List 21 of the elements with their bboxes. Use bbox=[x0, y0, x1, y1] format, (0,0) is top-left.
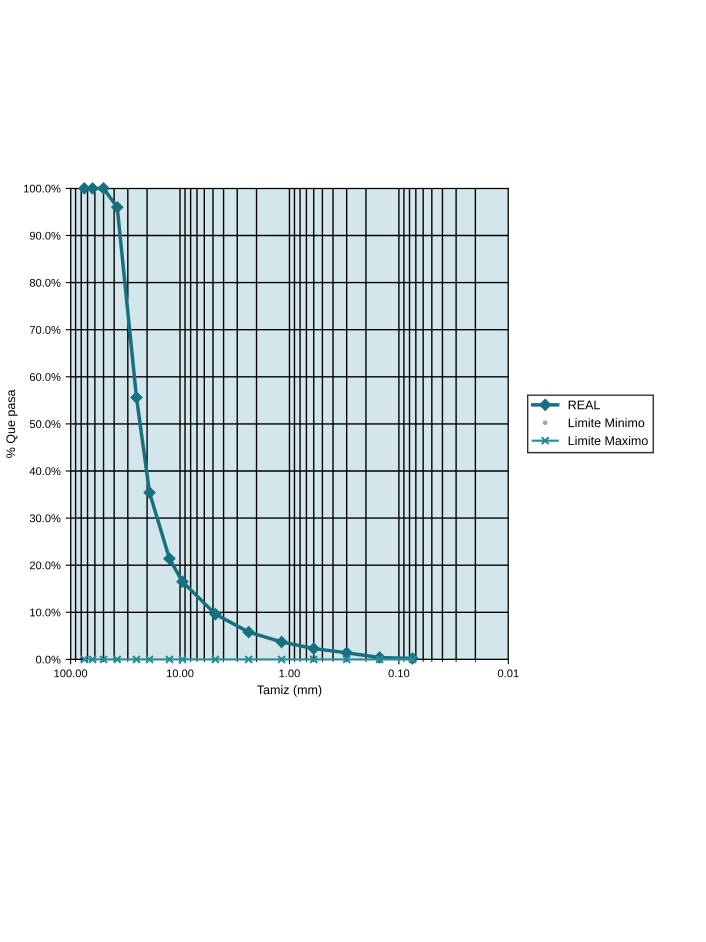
y-tick-label: 80.0% bbox=[30, 278, 60, 287]
y-tick-label: 40.0% bbox=[30, 467, 60, 476]
y-tick-label: 90.0% bbox=[30, 232, 60, 240]
legend-label: REAL bbox=[568, 400, 600, 410]
y-axis-title: % Que pasa bbox=[6, 390, 18, 458]
y-tick-label: 0.0% bbox=[36, 656, 60, 664]
x-tick-label: 0.10 bbox=[388, 669, 410, 678]
legend-label: Limite Minimo bbox=[568, 418, 644, 428]
x-tick-label: 0.01 bbox=[498, 669, 519, 678]
x-axis-title: Tamiz (mm) bbox=[257, 685, 322, 697]
y-tick-label: 10.0% bbox=[30, 608, 60, 616]
y-tick-label: 50.0% bbox=[30, 420, 60, 428]
y-tick-label: 20.0% bbox=[30, 561, 60, 570]
y-tick-label: 70.0% bbox=[30, 326, 60, 334]
y-tick-label: 100.0% bbox=[24, 184, 60, 193]
y-tick-label: 30.0% bbox=[30, 514, 60, 522]
x-tick-label: 10.00 bbox=[166, 669, 194, 678]
y-tick-label: 60.0% bbox=[30, 373, 60, 381]
x-tick-label: 1.00 bbox=[279, 669, 300, 678]
legend-label: Limite Maximo bbox=[568, 436, 648, 446]
x-tick-label: 100.00 bbox=[54, 669, 88, 678]
